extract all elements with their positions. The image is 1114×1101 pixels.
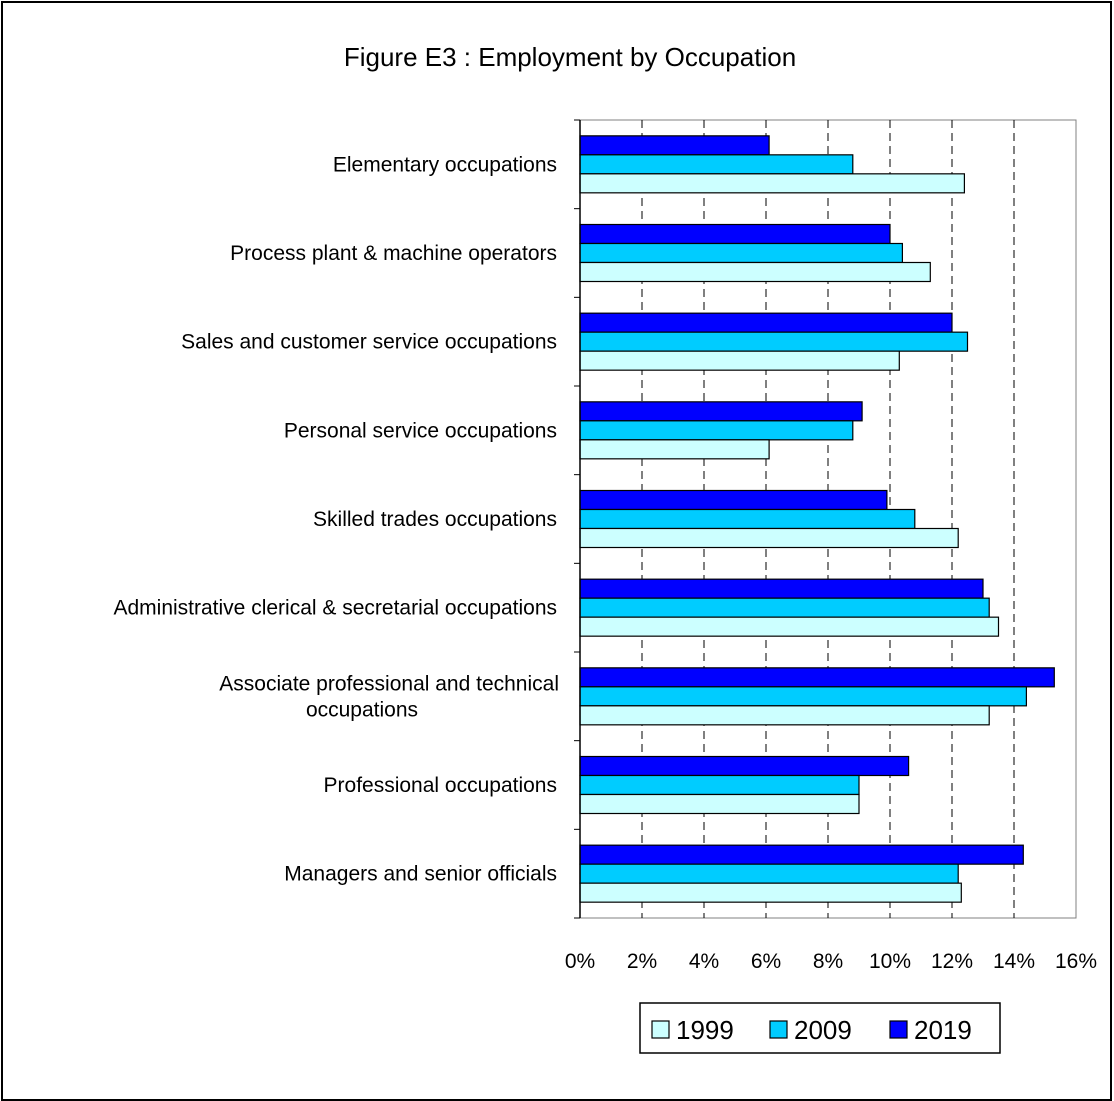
category-label: Associate professional and technical <box>219 672 559 695</box>
legend-item: 2009 <box>769 1015 852 1045</box>
category-group <box>579 844 1024 903</box>
bar-2009 <box>579 242 903 264</box>
legend-item: 2019 <box>889 1015 972 1045</box>
legend-swatch <box>889 1020 908 1039</box>
x-tick-label: 8% <box>813 950 843 973</box>
bar-2019 <box>579 844 1024 865</box>
legend: 1999 2009 2019 <box>639 1002 1001 1054</box>
bar-2019 <box>579 489 888 511</box>
bar-1999 <box>579 882 962 903</box>
legend-box <box>639 1002 1001 1054</box>
legend-swatch <box>769 1020 788 1039</box>
category-label: Elementary occupations <box>333 153 557 176</box>
x-tick-label: 12% <box>931 950 973 973</box>
bar-2009 <box>579 331 969 352</box>
bar-2019 <box>579 223 891 245</box>
x-tick-label: 4% <box>689 950 719 973</box>
category-group <box>579 223 931 283</box>
bar-1999 <box>579 705 990 726</box>
x-tick-label: 0% <box>565 950 595 973</box>
category-group <box>579 135 965 194</box>
category-group <box>579 755 910 815</box>
category-label: Sales and customer service occupations <box>181 331 557 354</box>
bar-1999 <box>579 261 931 283</box>
legend-label: 2019 <box>914 1015 972 1045</box>
x-tick-label: 2% <box>627 950 657 973</box>
plot-area: Elementary occupations Process plant & ma… <box>113 119 1097 973</box>
bar-2019 <box>579 578 984 599</box>
category-group <box>579 489 959 549</box>
bar-1999 <box>579 616 1000 637</box>
category-label: Managers and senior officials <box>284 863 557 886</box>
x-tick-label: 10% <box>869 950 911 973</box>
bar-1999 <box>579 350 900 371</box>
category-label: occupations <box>306 698 418 721</box>
bar-2009 <box>579 420 854 441</box>
x-tick-label: 16% <box>1055 950 1097 973</box>
bar-2019 <box>579 755 910 777</box>
category-label: Skilled trades occupations <box>313 508 557 531</box>
bar-1999 <box>579 439 770 460</box>
x-tick-label: 14% <box>993 950 1035 973</box>
bar-1999 <box>579 527 959 549</box>
bar-2019 <box>579 312 953 333</box>
legend-label: 1999 <box>676 1015 734 1045</box>
bar-2019 <box>579 401 863 422</box>
bar-2009 <box>579 508 916 530</box>
category-group <box>579 401 863 460</box>
bar-2009 <box>579 686 1027 707</box>
bar-2019 <box>579 135 770 156</box>
bar-2009 <box>579 154 854 175</box>
bar-1999 <box>579 173 965 194</box>
category-label: Administrative clerical & secretarial oc… <box>113 597 557 620</box>
category-label: Personal service occupations <box>284 419 557 442</box>
legend-label: 2009 <box>794 1015 852 1045</box>
x-tick-label: 6% <box>751 950 781 973</box>
bar-chart: Figure E3 : Employment by Occupation Ele… <box>113 42 1097 1054</box>
legend-item: 1999 <box>651 1015 734 1045</box>
category-group <box>579 578 1000 637</box>
bar-2009 <box>579 597 990 618</box>
bar-1999 <box>579 793 860 815</box>
category-group <box>579 312 969 371</box>
bar-2009 <box>579 863 959 884</box>
category-group <box>579 667 1055 726</box>
legend-swatch <box>651 1020 670 1039</box>
bar-2019 <box>579 667 1055 688</box>
bar-2009 <box>579 774 860 796</box>
category-label: Process plant & machine operators <box>230 242 557 265</box>
chart-title: Figure E3 : Employment by Occupation <box>344 42 796 72</box>
category-label: Professional occupations <box>324 774 557 797</box>
